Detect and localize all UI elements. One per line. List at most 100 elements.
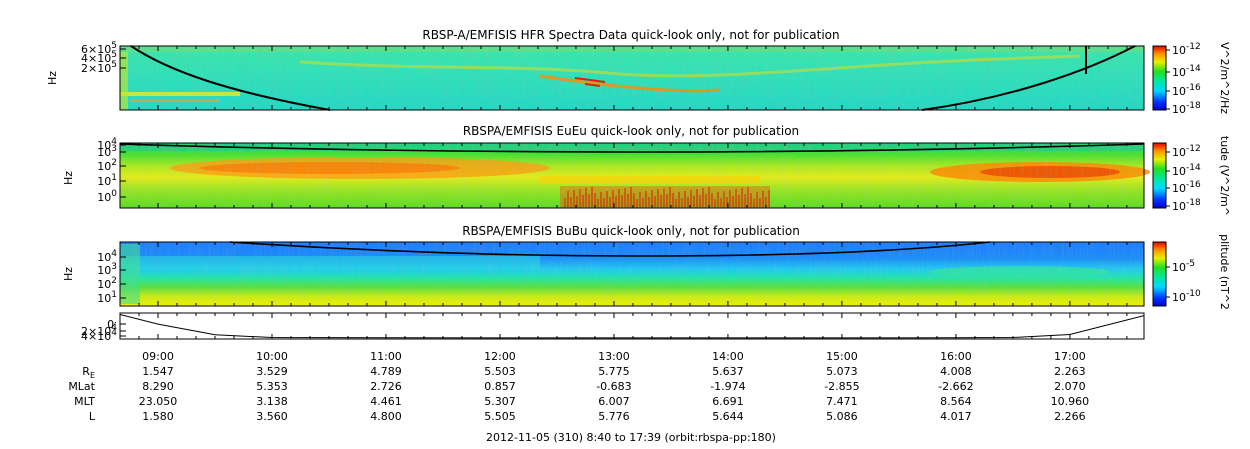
ytick-label: 101 (97, 173, 117, 188)
eueu-colorbar-ticks: 10-12 10-14 10-16 10-18 (1166, 144, 1201, 213)
ephemeris-row-label: MLT (74, 395, 95, 408)
ephemeris-row-label: MLat (68, 380, 95, 393)
ephemeris-value: 8.564 (940, 395, 972, 408)
ephemeris-value: 3.560 (256, 410, 288, 423)
bubu-colorbar-ticks: 10-5 10-10 (1166, 259, 1201, 304)
bubu-cyclotron-curve (229, 241, 991, 257)
colorbar-tick-label: 10-5 (1172, 259, 1195, 274)
ephemeris-row-label: L (89, 410, 96, 423)
time-label: 12:00 (484, 350, 516, 363)
ytick-label: 4×105 (81, 50, 117, 65)
ephemeris-value: 4.008 (940, 365, 972, 378)
time-tick-marks (138, 46, 1128, 339)
ytick-label: 0. (107, 316, 117, 331)
hfr-colorbar-label: V^2/m^2/Hz (1218, 42, 1231, 114)
ephemeris-value: 2.070 (1054, 380, 1086, 393)
time-label: 10:00 (256, 350, 288, 363)
colorbar-tick-label: 10-18 (1172, 198, 1201, 213)
ytick-label: 102 (97, 276, 117, 291)
ephemeris-value: 23.050 (139, 395, 178, 408)
hfr-colorbar-ticks: 10-12 10-14 10-16 10-18 (1166, 42, 1201, 116)
ephemeris-value: 4.789 (370, 365, 402, 378)
eueu-colorbar-label: tude (V^2/m^ (1218, 136, 1231, 216)
bubu-axes-frame (119, 241, 1145, 307)
eueu-ylabel: Hz (62, 171, 75, 185)
ephemeris-value: 3.529 (256, 365, 288, 378)
eueu-panel: RBSPA/EMFISIS EuEu quick-look only, not … (62, 124, 1231, 216)
colorbar-tick-label: 10-10 (1172, 289, 1201, 304)
time-axis-labels: 09:00 10:00 11:00 12:00 13:00 14:00 15:00 16:00… (142, 350, 1086, 363)
eueu-cyclotron-curve (119, 143, 1145, 153)
ephemeris-value: 5.307 (484, 395, 516, 408)
ytick-label: 6×105 (81, 41, 117, 56)
hfr-ylabel: Hz (46, 71, 59, 85)
bubu-colorbar (1152, 241, 1167, 307)
ephemeris-value: 4.461 (370, 395, 402, 408)
colorbar-tick-label: 10-14 (1172, 64, 1201, 79)
hfr-noise (120, 46, 1144, 110)
ephemeris-value: 5.637 (712, 365, 744, 378)
ephemeris-row-label: RE (82, 365, 95, 380)
colorbar-tick-label: 10-16 (1172, 180, 1201, 195)
eueu-axes-frame (119, 142, 1145, 209)
ytick-label: 104 (97, 249, 117, 264)
ephemeris-value: 5.775 (598, 365, 630, 378)
ytick-label: 101 (97, 290, 117, 305)
eueu-title: RBSPA/EMFISIS EuEu quick-look only, not … (463, 124, 799, 138)
colorbar-tick-label: 10-12 (1172, 42, 1201, 57)
ephemeris-value: 3.138 (256, 395, 288, 408)
ytick-label: 103 (97, 144, 117, 159)
colorbar-tick-label: 10-16 (1172, 83, 1201, 98)
time-label: 11:00 (370, 350, 402, 363)
bubu-panel: RBSPA/EMFISIS BuBu quick-look only, not … (62, 224, 1231, 310)
ephemeris-value: 5.644 (712, 410, 744, 423)
ephemeris-value: 1.547 (142, 365, 174, 378)
ytick-label: 102 (97, 158, 117, 173)
colorbar-tick-label: 10-12 (1172, 144, 1201, 159)
ephemeris-value: 2.263 (1054, 365, 1086, 378)
ephemeris-value: 2.266 (1054, 410, 1086, 423)
bubu-noise (120, 242, 1144, 306)
hfr-plasma-frequency-curve-left (130, 45, 331, 111)
ytick-label: 2×104 (81, 323, 117, 338)
ephemeris-value: 4.017 (940, 410, 972, 423)
ephemeris-value: 7.471 (826, 395, 858, 408)
ephemeris-value: -1.974 (710, 380, 745, 393)
ephemeris-value: 5.776 (598, 410, 630, 423)
ephemeris-value: 2.726 (370, 380, 402, 393)
hfr-axes-frame (119, 45, 1145, 111)
bubu-colorbar-label: plitude (nT^2 (1218, 234, 1231, 310)
ephemeris-value: 5.086 (826, 410, 858, 423)
ytick-label: 2×105 (81, 60, 117, 75)
ephemeris-value: -2.662 (938, 380, 973, 393)
hfr-colorbar (1152, 45, 1167, 111)
ephemeris-value: 5.505 (484, 410, 516, 423)
hfr-plasma-frequency-curve-right (921, 45, 1136, 111)
ephemeris-value: 5.353 (256, 380, 288, 393)
eueu-noise (120, 143, 1144, 208)
ephemeris-value: 1.580 (142, 410, 174, 423)
hfr-title: RBSP-A/EMFISIS HFR Spectra Data quick-lo… (422, 28, 839, 42)
bubu-title: RBSPA/EMFISIS BuBu quick-look only, not … (462, 224, 800, 238)
time-label: 17:00 (1054, 350, 1086, 363)
ytick-label: 4×104 (81, 328, 117, 343)
time-label: 14:00 (712, 350, 744, 363)
ephemeris-value: 6.007 (598, 395, 630, 408)
ephemeris-value: 8.290 (142, 380, 174, 393)
ephemeris-table: RE 1.547 3.529 4.789 5.503 5.775 5.637 5.073 4.0… (68, 365, 1089, 423)
ephemeris-value: -0.683 (596, 380, 631, 393)
ephemeris-value: -2.855 (824, 380, 859, 393)
hfr-panel: RBSP-A/EMFISIS HFR Spectra Data quick-lo… (46, 28, 1231, 116)
ephemeris-value: 5.073 (826, 365, 858, 378)
ytick-label: 100 (97, 189, 117, 204)
time-label: 13:00 (598, 350, 630, 363)
ytick-label: 104 (97, 137, 117, 152)
bubu-ylabel: Hz (62, 267, 75, 281)
ephemeris-value: 10.960 (1051, 395, 1090, 408)
time-label: 16:00 (940, 350, 972, 363)
time-label: 15:00 (826, 350, 858, 363)
